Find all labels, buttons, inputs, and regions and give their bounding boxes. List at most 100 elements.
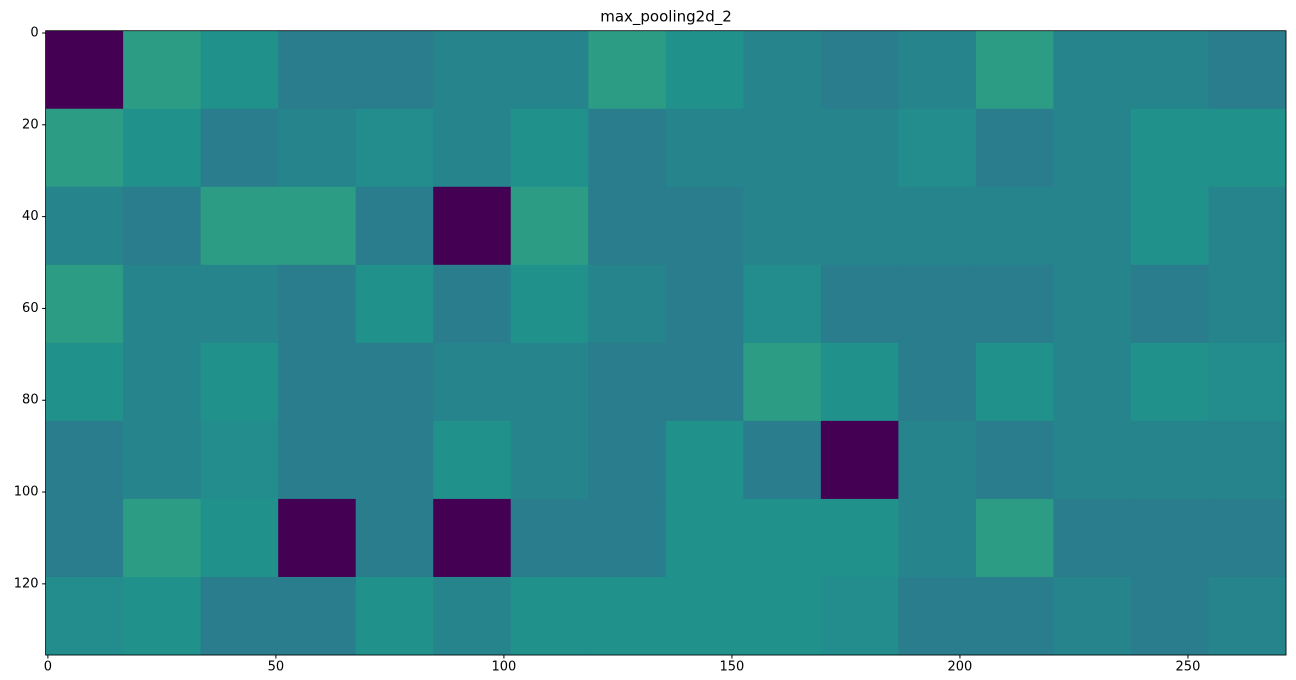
heatmap-cell bbox=[588, 186, 667, 266]
heatmap-cell bbox=[278, 420, 357, 500]
heatmap-cell bbox=[1208, 420, 1287, 500]
y-tick-label: 60 bbox=[22, 301, 39, 316]
heatmap-cell bbox=[898, 108, 977, 188]
heatmap-cell bbox=[588, 264, 667, 344]
y-tick-label: 100 bbox=[14, 485, 39, 500]
heatmap-cell bbox=[510, 498, 589, 578]
heatmap-cell bbox=[510, 576, 589, 656]
heatmap-cell bbox=[898, 420, 977, 500]
heatmap-cell bbox=[820, 108, 899, 188]
y-tick-label: 80 bbox=[22, 393, 39, 408]
heatmap-cell bbox=[898, 264, 977, 344]
heatmap-cell bbox=[1053, 186, 1132, 266]
heatmap-cell bbox=[975, 498, 1054, 578]
heatmap-cell bbox=[1053, 264, 1132, 344]
x-tick-label: 100 bbox=[491, 660, 516, 675]
heatmap-cell bbox=[510, 342, 589, 422]
heatmap-cell bbox=[200, 576, 279, 656]
heatmap-cell bbox=[743, 186, 822, 266]
heatmap-cell bbox=[588, 30, 667, 110]
heatmap-cell bbox=[1053, 576, 1132, 656]
heatmap-cell bbox=[898, 186, 977, 266]
x-tick-label: 0 bbox=[44, 660, 52, 675]
heatmap-cell bbox=[433, 30, 512, 110]
heatmap-cell bbox=[820, 186, 899, 266]
heatmap-cell bbox=[975, 576, 1054, 656]
heatmap-cell bbox=[1208, 342, 1287, 422]
heatmap-cell bbox=[510, 264, 589, 344]
heatmap-cell bbox=[1208, 576, 1287, 656]
heatmap-cell bbox=[45, 30, 124, 110]
chart-title: max_pooling2d_2 bbox=[600, 8, 732, 27]
heatmap-cell bbox=[200, 30, 279, 110]
heatmap-cell bbox=[1130, 342, 1209, 422]
heatmap-cell bbox=[200, 342, 279, 422]
heatmap-cell bbox=[665, 186, 744, 266]
heatmap-cell bbox=[355, 186, 434, 266]
heatmap-cell bbox=[45, 186, 124, 266]
heatmap-cell bbox=[743, 420, 822, 500]
heatmap-cell bbox=[975, 342, 1054, 422]
heatmap-cell bbox=[355, 576, 434, 656]
heatmap-cell bbox=[355, 342, 434, 422]
heatmap-cell bbox=[1208, 498, 1287, 578]
y-tick-label: 20 bbox=[22, 117, 39, 132]
heatmap-cell bbox=[200, 264, 279, 344]
heatmap-cell bbox=[200, 420, 279, 500]
heatmap-cell bbox=[975, 30, 1054, 110]
heatmap-cell bbox=[975, 264, 1054, 344]
heatmap-cell bbox=[588, 576, 667, 656]
heatmap-cell bbox=[1208, 108, 1287, 188]
heatmap-cell bbox=[1053, 420, 1132, 500]
heatmap-cell bbox=[975, 108, 1054, 188]
heatmap-cell bbox=[1130, 264, 1209, 344]
heatmap-cell bbox=[820, 498, 899, 578]
heatmap-cell bbox=[743, 108, 822, 188]
heatmap-cell bbox=[743, 498, 822, 578]
heatmap-cell bbox=[123, 342, 202, 422]
heatmap-cell bbox=[820, 264, 899, 344]
x-tick-label: 200 bbox=[948, 660, 973, 675]
heatmap-cell bbox=[433, 108, 512, 188]
heatmap-cell bbox=[355, 264, 434, 344]
heatmap-cell bbox=[510, 108, 589, 188]
heatmap-cell bbox=[1130, 108, 1209, 188]
heatmap-cell bbox=[588, 420, 667, 500]
heatmap-cell bbox=[743, 30, 822, 110]
heatmap-cell bbox=[665, 420, 744, 500]
y-tick-label: 40 bbox=[22, 209, 39, 224]
heatmap-cell bbox=[355, 498, 434, 578]
heatmap-cell bbox=[510, 186, 589, 266]
heatmap-cell bbox=[1130, 498, 1209, 578]
heatmap-cell bbox=[588, 108, 667, 188]
y-tick-label: 0 bbox=[30, 25, 38, 40]
heatmap-cell bbox=[665, 264, 744, 344]
heatmap-cell bbox=[588, 342, 667, 422]
heatmap-cell bbox=[45, 108, 124, 188]
heatmap-cell bbox=[278, 108, 357, 188]
heatmap-cell bbox=[278, 576, 357, 656]
heatmap-cell bbox=[1130, 30, 1209, 110]
heatmap-cell bbox=[510, 420, 589, 500]
heatmap-cell bbox=[123, 108, 202, 188]
heatmap-cell bbox=[200, 108, 279, 188]
heatmap-cell bbox=[898, 342, 977, 422]
heatmap-cell bbox=[45, 264, 124, 344]
heatmap-cell bbox=[820, 576, 899, 656]
heatmap-cell bbox=[665, 30, 744, 110]
heatmap-cell bbox=[1130, 576, 1209, 656]
heatmap-cell bbox=[278, 186, 357, 266]
heatmap-cell bbox=[1053, 30, 1132, 110]
heatmap-cell bbox=[820, 420, 899, 500]
heatmap-cell bbox=[123, 498, 202, 578]
heatmap-cell bbox=[123, 420, 202, 500]
heatmap-cell bbox=[45, 342, 124, 422]
heatmap-cell bbox=[898, 576, 977, 656]
heatmap-cell bbox=[433, 264, 512, 344]
heatmap-cell bbox=[123, 264, 202, 344]
heatmap-cell bbox=[123, 186, 202, 266]
heatmap-cell bbox=[355, 420, 434, 500]
heatmap-cell bbox=[898, 498, 977, 578]
heatmap-cell bbox=[1208, 186, 1287, 266]
heatmap-cell bbox=[743, 342, 822, 422]
